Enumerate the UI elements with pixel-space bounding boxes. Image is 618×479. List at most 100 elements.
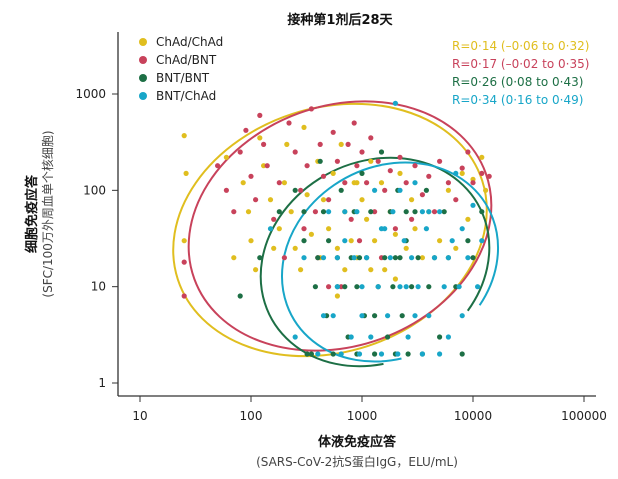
data-point <box>392 226 398 232</box>
data-point <box>348 216 354 222</box>
data-point <box>483 187 489 193</box>
x-tick-label: 10000 <box>454 409 492 423</box>
data-point <box>419 255 425 261</box>
data-point <box>286 120 292 126</box>
data-point <box>364 216 370 222</box>
data-point <box>334 255 340 261</box>
data-point <box>423 187 429 193</box>
data-point <box>304 192 310 198</box>
x-axis-sublabel: (SARS-CoV-2抗S蛋白IgG，ELU/mL) <box>256 454 458 469</box>
data-point <box>288 209 294 215</box>
data-point <box>405 334 411 340</box>
data-point <box>372 209 378 215</box>
data-point <box>459 351 465 357</box>
data-point <box>281 255 287 261</box>
data-point <box>183 170 189 176</box>
data-point <box>431 255 438 261</box>
data-point <box>334 158 340 164</box>
y-tick-label: 100 <box>83 183 106 197</box>
data-point <box>372 238 378 244</box>
data-point <box>351 120 357 126</box>
data-point <box>345 141 351 147</box>
data-point <box>330 170 336 176</box>
data-point <box>415 284 421 290</box>
data-point <box>445 334 451 340</box>
data-point <box>364 255 370 261</box>
data-point <box>301 255 307 261</box>
data-point <box>403 209 409 215</box>
data-point <box>359 197 365 203</box>
data-point <box>351 255 357 261</box>
data-point <box>409 216 415 222</box>
y-tick-label: 1000 <box>75 87 106 101</box>
data-point <box>215 163 221 169</box>
data-point <box>308 351 314 357</box>
data-point <box>437 334 443 340</box>
x-tick-label: 10 <box>132 409 147 423</box>
data-point <box>385 313 391 319</box>
data-point <box>342 267 348 273</box>
data-point <box>181 238 187 244</box>
data-point <box>364 180 370 186</box>
data-point <box>320 255 327 261</box>
data-point <box>486 173 492 179</box>
data-point <box>368 209 374 215</box>
data-point <box>403 180 409 186</box>
data-point <box>470 255 476 261</box>
data-point <box>245 209 252 215</box>
data-point <box>326 209 332 215</box>
data-point <box>426 284 432 290</box>
data-point <box>320 209 327 215</box>
data-point <box>419 209 425 215</box>
data-point <box>392 276 398 282</box>
data-point <box>181 293 187 299</box>
data-point <box>390 284 396 290</box>
data-point <box>348 238 354 244</box>
data-point <box>338 141 344 147</box>
data-point <box>372 187 378 193</box>
data-point <box>445 255 451 261</box>
data-point <box>412 226 418 232</box>
data-points <box>181 100 492 357</box>
data-point <box>401 238 407 244</box>
data-point <box>368 334 374 340</box>
data-point <box>392 255 398 261</box>
legend-label: BNT/ChAd <box>156 89 216 103</box>
data-point <box>397 154 403 160</box>
data-point <box>378 226 385 232</box>
data-point <box>412 313 418 319</box>
data-point <box>301 209 307 215</box>
data-point <box>378 351 385 357</box>
data-point <box>397 170 403 176</box>
data-point <box>181 133 187 139</box>
data-point <box>378 149 385 155</box>
data-point <box>375 158 381 164</box>
legend-marker <box>139 38 147 46</box>
data-point <box>368 158 374 164</box>
data-point <box>479 154 485 160</box>
data-point <box>298 187 304 193</box>
data-point <box>459 226 465 232</box>
data-point <box>231 255 237 261</box>
data-point <box>445 187 451 193</box>
data-point <box>304 163 310 169</box>
legend: ChAd/ChAd ChAd/BNT BNT/BNT BNT/ChAd <box>139 35 223 103</box>
data-point <box>326 226 332 232</box>
data-point <box>403 245 409 251</box>
data-point <box>301 124 307 130</box>
axes <box>117 32 596 397</box>
data-point <box>356 351 363 357</box>
data-point <box>342 180 348 186</box>
data-point <box>405 351 411 357</box>
data-point <box>326 197 332 203</box>
data-point <box>248 173 254 179</box>
data-point <box>437 209 443 215</box>
x-tick-label: 100000 <box>561 409 607 423</box>
data-point <box>431 209 438 215</box>
data-point <box>399 313 405 319</box>
legend-label: ChAd/BNT <box>156 53 217 67</box>
data-point <box>453 170 459 176</box>
data-point <box>312 209 318 215</box>
data-point <box>409 197 415 203</box>
